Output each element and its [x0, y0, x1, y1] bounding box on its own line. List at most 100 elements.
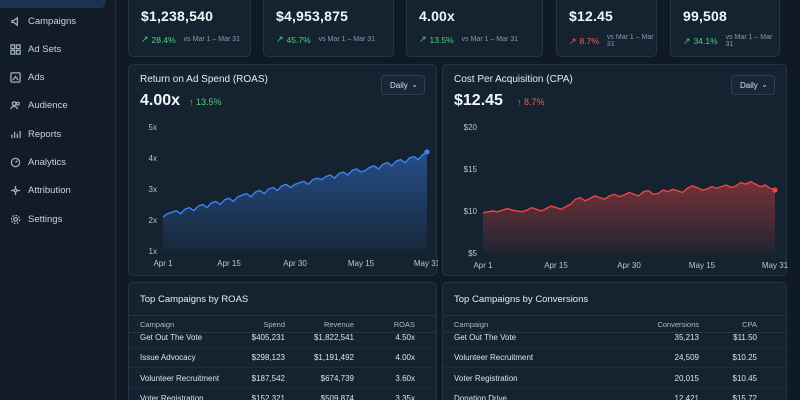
conversions-cell: 20,015 — [674, 373, 699, 383]
column-header[interactable]: CPA — [742, 319, 757, 329]
megaphone-icon — [10, 16, 21, 27]
campaign-cell: Voter Registration — [454, 373, 518, 383]
sidebar-item-campaigns[interactable]: Campaigns — [0, 11, 116, 31]
kpi-card-revenue[interactable]: $4,953,875 ↗ 45.7% vs Mar 1 – Mar 31 — [263, 0, 394, 57]
kpi-comparison: vs Mar 1 – Mar 31 — [725, 34, 773, 48]
cpa-cell: $15.72 — [732, 393, 757, 400]
cpa-chart-panel: Cost Per Acquisition (CPA) $12.45 ↑ 8.7%… — [442, 64, 788, 276]
sidebar-item-ad-sets[interactable]: Ad Sets — [0, 39, 116, 59]
roas-chart-panel: Return on Ad Spend (ROAS) 4.00x ↑ 13.5% … — [128, 64, 438, 276]
gauge-icon — [10, 157, 21, 168]
roas-period-dropdown[interactable]: Daily ⌄ — [381, 75, 425, 95]
arrow-up-icon: ↗ — [569, 35, 577, 46]
x-tick-label: Apr 15 — [544, 261, 568, 270]
kpi-delta: 45.7% — [286, 34, 311, 45]
roas-cell: 4.50x — [395, 332, 415, 342]
cpa-cell: $10.45 — [732, 373, 757, 383]
x-tick-label: May 31 — [414, 259, 438, 268]
sidebar-item-label: Settings — [28, 213, 63, 225]
sidebar-item-label: Attribution — [28, 184, 71, 196]
spend-cell: $187,542 — [251, 373, 285, 383]
y-tick-label: 2x — [149, 216, 157, 225]
table-row[interactable]: Volunteer Recruitment $187,542 $674,739 … — [129, 368, 436, 389]
sidebar-item-reports[interactable]: Reports — [0, 124, 116, 144]
spend-cell: $298,123 — [251, 352, 285, 362]
sidebar-item-settings[interactable]: Settings — [0, 209, 116, 229]
sidebar-item-analytics[interactable]: Analytics — [0, 152, 116, 172]
cpa-value: $12.45 — [454, 92, 503, 109]
sidebar-item-ads[interactable]: Ads — [0, 67, 116, 87]
table-row[interactable]: Issue Advocacy $298,123 $1,191,492 4.00x — [129, 347, 436, 368]
conversions-table-panel: Top Campaigns by Conversions Campaign Co… — [442, 282, 787, 400]
table-title: Top Campaigns by ROAS — [140, 294, 249, 305]
kpi-card-spend[interactable]: $1,238,540 ↗ 28.4% vs Mar 1 – Mar 31 — [128, 0, 251, 57]
sidebar-item-label: Analytics — [28, 156, 67, 168]
kpi-card-cpa[interactable]: $12.45 ↗ 8.7% vs Mar 1 – Mar 31 — [556, 0, 657, 57]
kpi-delta: 8.7% — [579, 36, 599, 46]
kpi-comparison: vs Mar 1 – Mar 31 — [461, 36, 519, 43]
kpi-card-roas[interactable]: 4.00x ↗ 13.5% vs Mar 1 – Mar 31 — [406, 0, 543, 57]
table-row[interactable]: Voter Registration $152,321 $509,874 3.3… — [129, 388, 436, 400]
roas-value: 4.00x — [140, 92, 181, 109]
panel-title: Return on Ad Spend (ROAS) — [140, 74, 268, 85]
kpi-comparison: vs Mar 1 – Mar 31 — [183, 36, 241, 43]
series-area — [483, 181, 775, 253]
series-area — [163, 151, 427, 251]
y-tick-label: 1x — [149, 247, 157, 256]
kpi-value: 99,508 — [683, 8, 728, 24]
campaign-cell: Voter Registration — [140, 393, 204, 400]
x-tick-label: May 15 — [348, 259, 375, 268]
revenue-cell: $509,874 — [320, 393, 354, 400]
cpa-period-dropdown[interactable]: Daily ⌄ — [731, 75, 775, 95]
column-header[interactable]: Campaign — [140, 319, 175, 329]
series-line — [482, 180, 776, 214]
y-tick-label: $20 — [464, 123, 478, 132]
kpi-comparison: vs Mar 1 – Mar 31 — [318, 36, 376, 43]
x-tick-label: Apr 15 — [217, 259, 241, 268]
sidebar-active-item[interactable] — [0, 0, 106, 8]
end-point — [424, 149, 430, 155]
table-header: Campaign Spend Revenue ROAS — [129, 315, 436, 333]
kpi-value: $4,953,875 — [276, 8, 349, 24]
roas-chart: 1x 2x 3x 4x 5x Apr 1 Apr 15 Apr 30 May 15 May 31 — [149, 123, 438, 268]
x-tick-label: Apr 30 — [617, 261, 641, 270]
panel-title: Cost Per Acquisition (CPA) — [454, 74, 573, 85]
table-row[interactable]: Get Out The Vote 35,213 $11.50 — [443, 327, 786, 348]
kpi-delta: 28.4% — [151, 34, 176, 45]
table-header: Campaign Conversions CPA — [443, 315, 786, 333]
image-icon — [10, 71, 21, 83]
table-row[interactable]: Get Out The Vote $405,231 $1,822,541 4.5… — [129, 327, 436, 348]
campaign-cell: Volunteer Recruitment — [140, 373, 220, 383]
x-tick-label: May 15 — [689, 261, 716, 270]
revenue-cell: $1,822,541 — [313, 332, 354, 342]
column-header[interactable]: Revenue — [323, 319, 354, 329]
column-header[interactable]: Conversions — [657, 319, 699, 329]
series-line — [162, 151, 428, 218]
arrow-up-icon: ↗ — [683, 35, 691, 46]
dropdown-value: Daily — [390, 80, 408, 90]
table-row[interactable]: Voter Registration 20,015 $10.45 — [443, 368, 786, 389]
column-header[interactable]: ROAS — [393, 319, 415, 329]
y-tick-label: 5x — [149, 123, 157, 132]
kpi-delta: 13.5% — [429, 34, 454, 45]
conversions-cell: 24,509 — [674, 352, 699, 362]
table-row[interactable]: Donation Drive 12,421 $15.72 — [443, 388, 786, 400]
y-tick-label: 4x — [149, 154, 157, 163]
column-header[interactable]: Spend — [263, 319, 285, 329]
grid-icon — [10, 43, 21, 55]
campaign-cell: Volunteer Recruitment — [454, 352, 534, 362]
sidebar-item-label: Reports — [28, 128, 62, 140]
x-tick-label: May 31 — [762, 261, 788, 270]
chevron-down-icon: ⌄ — [411, 80, 418, 89]
kpi-card-conversions[interactable]: 99,508 ↗ 34.1% vs Mar 1 – Mar 31 — [670, 0, 780, 57]
dropdown-value: Daily — [740, 80, 758, 90]
sidebar-item-attribution[interactable]: Attribution — [0, 180, 116, 200]
column-header[interactable]: Campaign — [454, 319, 489, 329]
table-row[interactable]: Volunteer Recruitment 24,509 $10.25 — [443, 347, 786, 368]
sidebar-item-audience[interactable]: Audience — [0, 95, 116, 115]
x-tick-label: Apr 30 — [283, 259, 307, 268]
spend-cell: $405,231 — [251, 332, 285, 342]
chevron-down-icon: ⌄ — [761, 80, 768, 89]
arrow-up-icon: ↑ — [517, 97, 525, 107]
kpi-comparison: vs Mar 1 – Mar 31 — [606, 34, 654, 48]
